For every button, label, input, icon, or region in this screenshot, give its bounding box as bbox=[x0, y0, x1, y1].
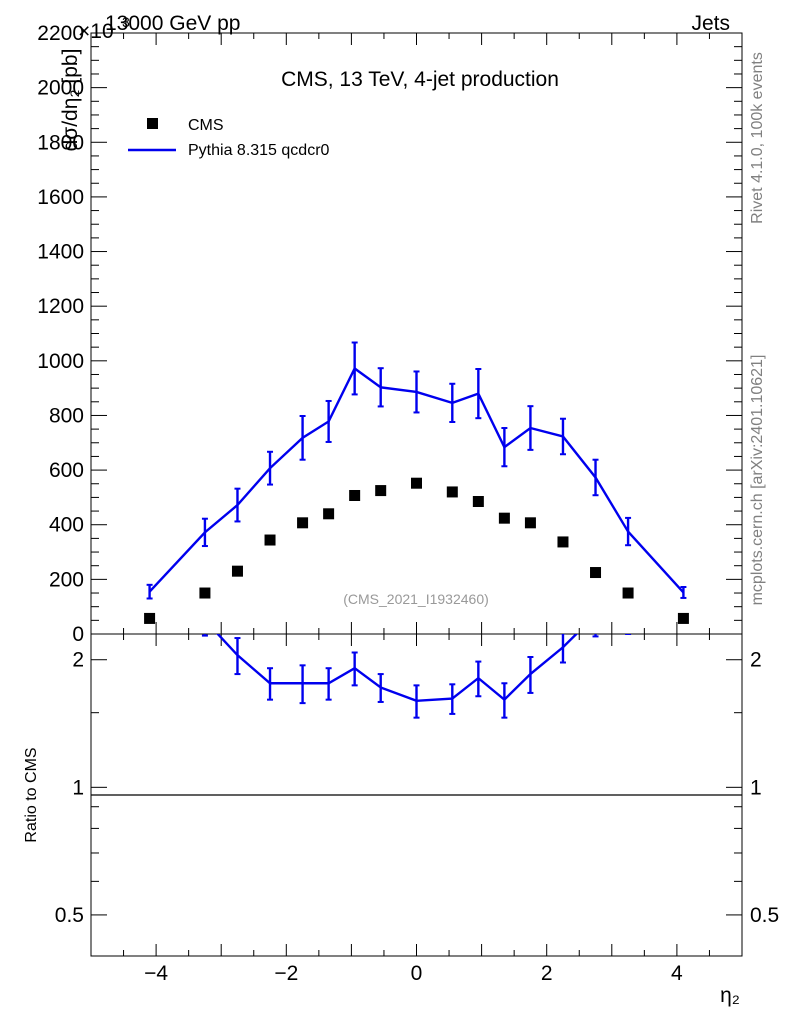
ratio-error-bars bbox=[201, 634, 632, 719]
y-tick-label: 800 bbox=[49, 404, 84, 427]
ratio-y-tick-label-right: 0.5 bbox=[750, 904, 779, 927]
cms-data-point bbox=[557, 536, 569, 548]
axis-ticks bbox=[90, 32, 743, 957]
cms-data-point bbox=[231, 565, 243, 577]
cms-data-point bbox=[411, 477, 422, 489]
cms-data-point bbox=[144, 612, 156, 624]
cms-data-point bbox=[524, 517, 536, 529]
analysis-watermark: (CMS_2021_I1932460) bbox=[343, 591, 489, 607]
y-tick-label: 1800 bbox=[37, 131, 84, 154]
pythia-error-bars bbox=[146, 341, 687, 600]
cms-data-point bbox=[590, 567, 602, 579]
ratio-y-tick-label-right: 2 bbox=[750, 649, 762, 672]
mcplots-label: mcplots.cern.ch [arXiv:2401.10621] bbox=[749, 355, 766, 606]
x-tick-label: 0 bbox=[411, 962, 423, 985]
cms-data-point bbox=[446, 486, 458, 498]
header-right: Jets bbox=[691, 12, 730, 35]
header-left: 13000 GeV pp bbox=[105, 12, 240, 35]
x-tick-label: −2 bbox=[274, 962, 298, 985]
cms-data-point bbox=[472, 496, 484, 508]
rivet-label: Rivet 4.1.0, 100k events bbox=[749, 52, 766, 224]
x-tick-label: −4 bbox=[144, 962, 168, 985]
cms-data-point bbox=[323, 508, 335, 520]
ratio-y-tick-label-left: 2 bbox=[72, 649, 84, 672]
legend-cms-label: CMS bbox=[188, 117, 224, 134]
cms-data-point bbox=[622, 587, 634, 599]
ratio-y-axis-label: Ratio to CMS bbox=[23, 747, 40, 842]
plot-title: CMS, 13 TeV, 4-jet production bbox=[281, 68, 559, 91]
y-tick-label: 1000 bbox=[37, 350, 84, 373]
y-tick-label: 2000 bbox=[37, 77, 84, 100]
legend-cms-marker bbox=[147, 118, 158, 129]
ratio-y-tick-label-left: 0.5 bbox=[55, 904, 84, 927]
cms-data-point bbox=[349, 489, 361, 501]
cms-data-points bbox=[144, 477, 689, 624]
y-scale-exponent-power: 3 bbox=[122, 14, 130, 30]
axis-tick-labels: −4 −2 0 2 4 0 200 400 600 800 1000 1200 1400 1600 1800… bbox=[37, 22, 779, 985]
y-tick-label: 1600 bbox=[37, 186, 84, 209]
x-tick-label: 4 bbox=[671, 962, 683, 985]
cms-data-point bbox=[199, 587, 211, 599]
legend-pythia-label: Pythia 8.315 qcdcr0 bbox=[188, 142, 330, 159]
cms-data-point bbox=[677, 612, 689, 624]
y-tick-label: 2200 bbox=[37, 22, 84, 45]
cms-data-point bbox=[297, 517, 309, 529]
y-tick-label: 600 bbox=[49, 459, 84, 482]
y-tick-label: 400 bbox=[49, 514, 84, 537]
y-tick-label: 0 bbox=[72, 623, 84, 646]
cms-data-point bbox=[498, 512, 510, 524]
x-tick-label: 2 bbox=[541, 962, 553, 985]
ratio-y-tick-label-left: 1 bbox=[72, 776, 84, 799]
y-scale-exponent: ×10 bbox=[78, 20, 114, 43]
y-tick-label: 200 bbox=[49, 568, 84, 591]
y-axis-label: dσ/dη₂ [pb] bbox=[59, 49, 82, 152]
cms-data-point bbox=[264, 534, 276, 546]
y-tick-label: 1200 bbox=[37, 295, 84, 318]
y-tick-label: 1400 bbox=[37, 241, 84, 264]
ratio-y-tick-label-right: 1 bbox=[750, 776, 762, 799]
x-axis-label: η₂ bbox=[720, 984, 740, 1007]
cms-data-point bbox=[375, 485, 387, 497]
